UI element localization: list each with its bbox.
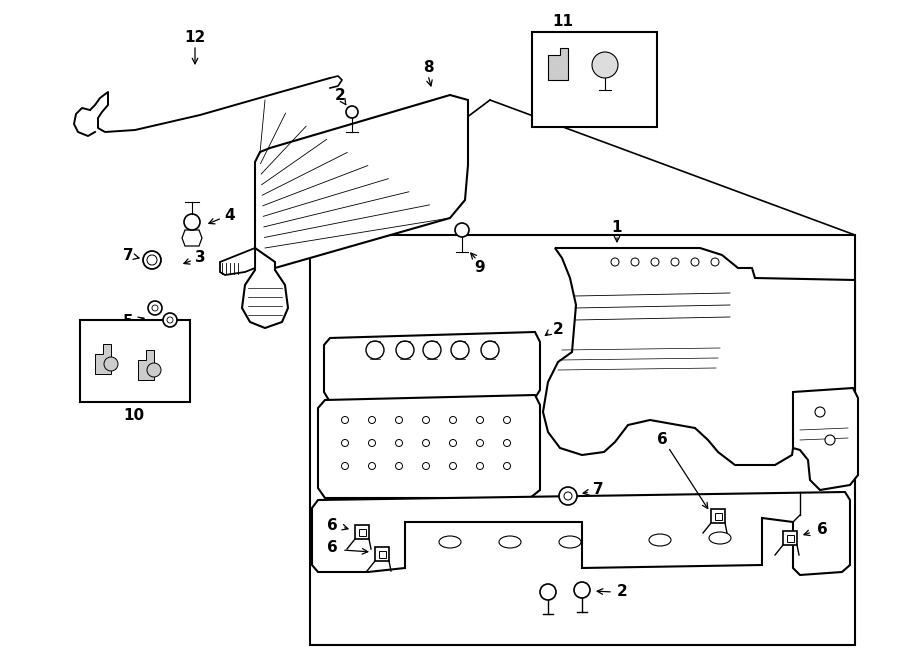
Circle shape [631, 258, 639, 266]
Circle shape [368, 440, 375, 446]
Bar [375, 547, 389, 561]
Ellipse shape [709, 532, 731, 544]
Polygon shape [548, 48, 568, 80]
Circle shape [147, 255, 157, 265]
Circle shape [346, 106, 358, 118]
Circle shape [167, 317, 173, 323]
Circle shape [476, 416, 483, 424]
Polygon shape [312, 492, 850, 575]
Circle shape [395, 440, 402, 446]
Ellipse shape [439, 536, 461, 548]
Circle shape [148, 301, 162, 315]
Circle shape [592, 52, 618, 78]
Circle shape [815, 407, 825, 417]
Circle shape [651, 258, 659, 266]
Text: 11: 11 [553, 15, 573, 30]
Text: 6: 6 [657, 432, 668, 447]
Circle shape [503, 463, 510, 469]
Circle shape [476, 463, 483, 469]
Circle shape [152, 305, 158, 311]
Circle shape [422, 463, 429, 469]
Bar [355, 525, 369, 539]
Text: 7: 7 [122, 247, 133, 262]
Bar [358, 529, 365, 535]
Circle shape [449, 440, 456, 446]
Ellipse shape [559, 536, 581, 548]
Text: 2: 2 [553, 323, 563, 338]
Circle shape [611, 258, 619, 266]
Circle shape [395, 416, 402, 424]
Bar [532, 32, 657, 127]
Circle shape [711, 258, 719, 266]
Text: 12: 12 [184, 30, 205, 46]
Circle shape [368, 463, 375, 469]
Circle shape [449, 463, 456, 469]
Ellipse shape [499, 536, 521, 548]
Circle shape [481, 341, 499, 359]
Circle shape [104, 357, 118, 371]
Polygon shape [95, 344, 111, 374]
Circle shape [341, 440, 348, 446]
Circle shape [366, 341, 384, 359]
Polygon shape [138, 350, 154, 380]
Text: 2: 2 [335, 87, 346, 102]
Bar [80, 320, 190, 402]
Circle shape [341, 463, 348, 469]
Ellipse shape [649, 534, 671, 546]
Text: 4: 4 [225, 208, 235, 223]
Circle shape [451, 341, 469, 359]
Circle shape [455, 223, 469, 237]
Circle shape [503, 416, 510, 424]
Circle shape [368, 416, 375, 424]
Circle shape [423, 341, 441, 359]
Circle shape [540, 584, 556, 600]
Circle shape [503, 440, 510, 446]
Circle shape [574, 582, 590, 598]
Text: 3: 3 [194, 251, 205, 266]
Circle shape [163, 313, 177, 327]
Circle shape [422, 440, 429, 446]
Circle shape [449, 416, 456, 424]
Polygon shape [793, 388, 858, 490]
Polygon shape [182, 230, 202, 246]
Circle shape [184, 214, 200, 230]
Text: 6: 6 [327, 541, 338, 555]
Circle shape [564, 492, 572, 500]
Bar [787, 535, 794, 541]
Circle shape [825, 435, 835, 445]
Circle shape [147, 363, 161, 377]
Bar [379, 551, 385, 557]
Circle shape [395, 463, 402, 469]
Text: 10: 10 [123, 407, 145, 422]
Polygon shape [543, 248, 855, 465]
Text: 7: 7 [593, 483, 603, 498]
Circle shape [476, 440, 483, 446]
Bar [310, 235, 855, 645]
Polygon shape [318, 395, 540, 498]
Circle shape [691, 258, 699, 266]
Circle shape [341, 416, 348, 424]
Text: 8: 8 [423, 61, 433, 75]
Text: 6: 6 [816, 522, 827, 537]
Text: 5: 5 [122, 315, 133, 329]
Text: 1: 1 [612, 221, 622, 235]
Bar [715, 512, 722, 520]
Polygon shape [324, 332, 540, 402]
Bar [711, 509, 725, 523]
Circle shape [396, 341, 414, 359]
Text: 2: 2 [616, 584, 627, 600]
Text: 9: 9 [474, 260, 485, 276]
Polygon shape [220, 248, 255, 275]
Polygon shape [255, 95, 468, 268]
Circle shape [559, 487, 577, 505]
Circle shape [671, 258, 679, 266]
Circle shape [143, 251, 161, 269]
Bar [783, 531, 797, 545]
Polygon shape [242, 248, 288, 328]
Text: 6: 6 [327, 518, 338, 533]
Circle shape [422, 416, 429, 424]
